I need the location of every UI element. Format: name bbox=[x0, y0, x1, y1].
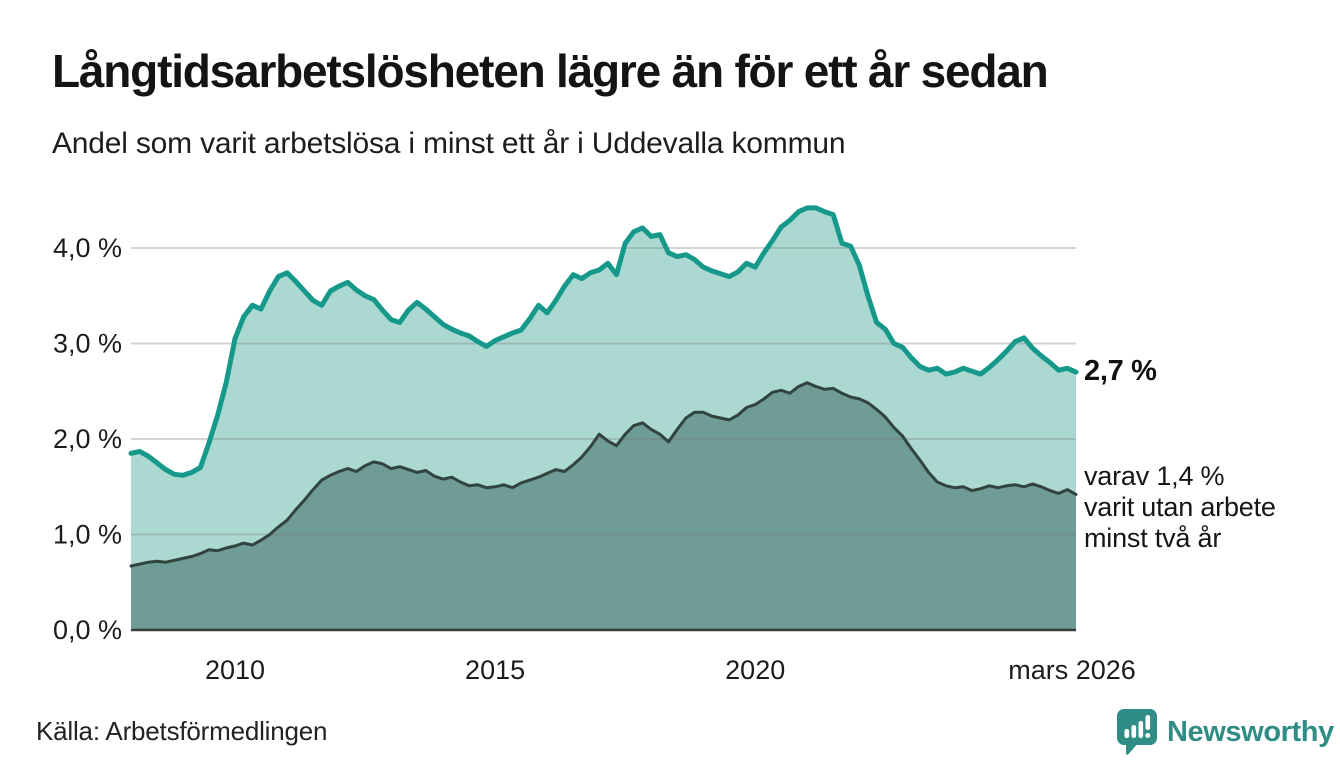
y-tick-label: 4,0 % bbox=[53, 233, 122, 263]
annotation-line: varav 1,4 % bbox=[1084, 461, 1225, 491]
x-tick-label: 2010 bbox=[205, 655, 265, 685]
annotation-line: minst två år bbox=[1084, 523, 1222, 553]
y-tick-label: 2,0 % bbox=[53, 424, 122, 454]
brand-name: Newsworthy bbox=[1167, 716, 1334, 748]
page-subtitle: Andel som varit arbetslösa i minst ett å… bbox=[52, 127, 846, 160]
two-years-area bbox=[131, 382, 1076, 630]
source-credit: Källa: Arbetsförmedlingen bbox=[36, 716, 328, 746]
latest-value-label: 2,7 % bbox=[1084, 355, 1157, 387]
newsworthy-bubble-chart-icon bbox=[1117, 709, 1157, 755]
chart-svg: 4,0 % 3,0 % 2,0 % 1,0 % 0,0 % 2010 2015 2020 mar… bbox=[53, 205, 1136, 685]
annotation-line: varit utan arbete bbox=[1084, 492, 1276, 522]
newsworthy-logo: Newsworthy bbox=[1116, 708, 1334, 756]
x-tick-label: 2015 bbox=[465, 655, 525, 685]
x-tick-label: 2020 bbox=[725, 655, 785, 685]
y-tick-label: 1,0 % bbox=[53, 520, 122, 550]
y-tick-label: 3,0 % bbox=[53, 329, 122, 359]
two-year-annotation: varav 1,4 % varit utan arbete minst två … bbox=[1084, 461, 1276, 554]
x-tick-label-end: mars 2026 bbox=[1008, 655, 1136, 685]
two-years-line bbox=[129, 381, 1078, 568]
total-line bbox=[128, 205, 1079, 478]
page-title: Långtidsarbetslösheten lägre än för ett … bbox=[52, 45, 1049, 97]
y-tick-label: 0,0 % bbox=[53, 615, 122, 645]
